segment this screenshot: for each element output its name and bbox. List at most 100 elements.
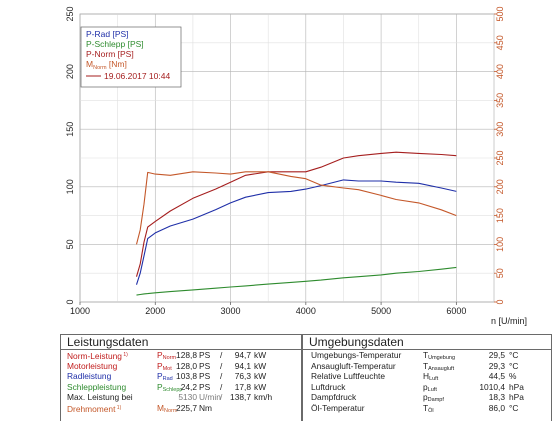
leistung-symbol: PRad bbox=[157, 371, 173, 382]
series-line bbox=[135, 171, 457, 245]
umgebung-value-text: 29,3 bbox=[488, 360, 505, 371]
leistung-unit-1: PS bbox=[199, 371, 211, 381]
umgebung-unit: hPa bbox=[509, 392, 524, 402]
right-tick-label: 350 bbox=[495, 93, 505, 108]
umgebung-symbol: HLuft bbox=[423, 371, 439, 382]
leistung-unit-1: U/min bbox=[199, 392, 221, 402]
right-tick-label: 300 bbox=[495, 122, 505, 137]
leistung-unit-2: kW bbox=[254, 371, 267, 381]
leistung-row: Norm-Leistung 1) PNorm 128,8 PS / 94,7 kW bbox=[61, 350, 301, 361]
x-axis-label: n [U/min] bbox=[491, 316, 527, 326]
umgebung-label: Dampfdruck bbox=[311, 392, 357, 402]
leistung-symbol-sub: Norm bbox=[163, 407, 178, 414]
umgebung-row: Luftdruck pLuft 1010,4 hPa bbox=[303, 382, 551, 393]
leistung-value-1-text: 24,2 bbox=[180, 381, 197, 392]
series-line bbox=[135, 151, 457, 277]
umgebung-value-text: 18,3 bbox=[488, 392, 505, 402]
leistung-label: Drehmoment 1) bbox=[67, 403, 122, 414]
right-tick-label: 500 bbox=[495, 6, 505, 21]
legend-date: 19.06.2017 10:44 bbox=[104, 71, 170, 81]
umgebung-symbol-sub: Dampf bbox=[427, 397, 444, 403]
leistung-label: Radleistung bbox=[67, 371, 112, 381]
umgebung-row: Dampfdruck pDampf 18,3 hPa bbox=[303, 392, 551, 403]
umgebung-unit: °C bbox=[509, 360, 519, 371]
right-tick-label: 150 bbox=[495, 208, 505, 223]
leistung-row: Motorleistung PMot 128,0 PS / 94,1 kW bbox=[61, 361, 301, 372]
leistung-footnote: 1) bbox=[121, 352, 128, 358]
umgebung-label: Umgebungs-Temperatur bbox=[311, 350, 402, 360]
leistung-value-1-text: 225,7 bbox=[176, 402, 197, 413]
leistung-row: Max. Leistung bei 5130 U/min/ 138,7 km/h bbox=[61, 392, 301, 403]
umgebung-value-text: 86,0 bbox=[488, 402, 505, 413]
umgebung-value-text: 29,5 bbox=[488, 350, 505, 360]
leistungsdaten-rows: Norm-Leistung 1) PNorm 128,8 PS/94,7 kW Motor… bbox=[61, 350, 301, 414]
right-tick-label: 50 bbox=[495, 268, 505, 278]
right-tick-label: 200 bbox=[495, 179, 505, 194]
right-tick-label: 250 bbox=[495, 150, 505, 165]
leistung-value-1-text: 103,8 bbox=[176, 371, 197, 381]
left-tick-label: 100 bbox=[65, 179, 75, 194]
chart-legend: P-Rad [PS]P-Schlepp [PS]P-Norm [PS]MNorm… bbox=[80, 26, 182, 88]
leistung-label: Max. Leistung bei bbox=[67, 392, 133, 402]
leistung-value-1-text: 128,8 bbox=[176, 350, 197, 360]
leistung-separator: / bbox=[220, 350, 223, 360]
series-line bbox=[136, 266, 457, 296]
leistung-unit-1: PS bbox=[199, 350, 211, 360]
x-tick-label: 2000 bbox=[145, 306, 165, 316]
chart-axes: 0 50 100 150 200 250 0 50 100 150 200 250 300 350 400 4… bbox=[65, 6, 527, 326]
umgebung-row: Umgebungs-Temperatur TUmgebung 29,5 °C bbox=[303, 350, 551, 361]
umgebungsdaten-rows: Umgebungs-Temperatur TUmgebung 29,5 °C Ansau… bbox=[303, 350, 551, 414]
leistung-label: Schleppleistung bbox=[67, 381, 127, 392]
leistung-symbol: PSchlepp bbox=[157, 381, 183, 393]
x-tick-label: 6000 bbox=[446, 306, 466, 316]
x-tick-label: 5000 bbox=[371, 306, 391, 316]
x-tick-label: 3000 bbox=[221, 306, 241, 316]
umgebung-row: Relative Luftfeuchte HLuft 44,5% bbox=[303, 371, 551, 382]
umgebung-label: Ansaugluft-Temperatur bbox=[311, 360, 396, 371]
umgebung-unit: °C bbox=[509, 402, 519, 413]
umgebungsdaten-panel: Umgebungsdaten Umgebungs-Temperatur TUmge… bbox=[302, 334, 552, 421]
leistung-value-2-text: 94,7 bbox=[234, 350, 251, 360]
umgebungsdaten-title: Umgebungsdaten bbox=[303, 335, 551, 350]
leistung-value-2-text: 17,8 bbox=[234, 381, 251, 392]
umgebung-symbol: pDampf bbox=[423, 392, 444, 403]
leistung-symbol-sub: Rad bbox=[162, 376, 173, 382]
leistung-symbol-sub: Mot bbox=[162, 365, 172, 372]
leistung-row: Radleistung PRad 103,8 PS / 76,3 kW bbox=[61, 371, 301, 382]
legend-entry: P-Schlepp [PS] bbox=[86, 39, 144, 49]
right-tick-label: 0 bbox=[495, 299, 505, 304]
dyno-chart: 0 50 100 150 200 250 0 50 100 150 200 250 300 350 400 4… bbox=[65, 6, 527, 326]
legend-entry: P-Norm [PS] bbox=[86, 49, 134, 59]
umgebung-unit: °C bbox=[509, 350, 519, 360]
umgebung-symbol: TUmgebung bbox=[423, 350, 456, 361]
leistung-unit-2: kW bbox=[254, 360, 267, 371]
leistung-row: Drehmoment 1) MNorm 225,7 Nm bbox=[61, 403, 301, 414]
right-tick-label: 450 bbox=[495, 35, 505, 50]
leistungsdaten-panel: Leistungsdaten Norm-Leistung 1) PNorm 128,… bbox=[60, 334, 302, 421]
leistung-value-2-text: 138,7 bbox=[230, 392, 251, 402]
leistung-separator: / bbox=[220, 392, 223, 402]
leistung-symbol-sub: Schlepp bbox=[162, 386, 183, 393]
umgebung-label: Öl-Temperatur bbox=[311, 402, 365, 413]
umgebung-symbol: pLuft bbox=[423, 381, 437, 393]
right-tick-label: 100 bbox=[495, 237, 505, 252]
umgebung-symbol-sub: Luft bbox=[427, 386, 437, 393]
x-tick-label: 1000 bbox=[70, 306, 90, 316]
umgebung-symbol-sub: Umgebung bbox=[428, 355, 456, 361]
umgebung-symbol-sub: Luft bbox=[429, 376, 439, 382]
umgebung-symbol-sub: Ansaugluft bbox=[428, 365, 455, 372]
leistung-unit-1: PS bbox=[199, 360, 211, 371]
leistung-label: Motorleistung bbox=[67, 360, 118, 371]
leistung-unit-2: km/h bbox=[254, 392, 273, 402]
left-tick-label: 0 bbox=[65, 299, 75, 304]
umgebung-row: Ansaugluft-Temperatur TAnsaugluft 29,3 °C bbox=[303, 361, 551, 372]
umgebung-symbol: TÖl bbox=[423, 402, 434, 414]
chart-grid bbox=[79, 13, 495, 303]
leistung-label: Norm-Leistung 1) bbox=[67, 351, 128, 361]
leistung-value-1-text: 5130 bbox=[178, 392, 197, 402]
leistung-symbol: MNorm bbox=[157, 402, 178, 414]
left-tick-label: 250 bbox=[65, 6, 75, 21]
series-line bbox=[135, 179, 457, 285]
legend-entry: P-Rad [PS] bbox=[86, 29, 129, 39]
umgebung-row: Öl-Temperatur TÖl 86,0 °C bbox=[303, 403, 551, 414]
